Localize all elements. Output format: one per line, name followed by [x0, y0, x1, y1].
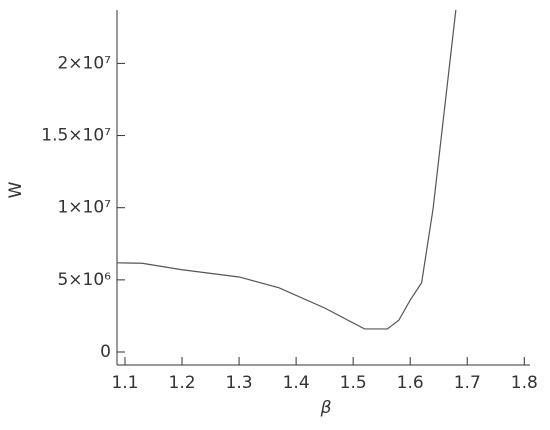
x-tick-label: 1.2 — [169, 373, 196, 393]
x-tick-label: 1.6 — [397, 373, 424, 393]
x-tick-label: 1.3 — [226, 373, 253, 393]
data-line — [116, 9, 457, 330]
x-axis-label: β — [320, 398, 332, 418]
y-tick-label: 1.5×10⁷ — [41, 126, 111, 146]
y-tick-label: 0 — [100, 342, 111, 362]
y-tick-label: 2×10⁷ — [57, 53, 111, 73]
y-axis-label: W — [6, 181, 26, 198]
x-tick-label: 1.5 — [340, 373, 367, 393]
y-tick-label: 5×10⁶ — [57, 270, 111, 290]
x-tick-label: 1.1 — [111, 373, 138, 393]
y-tick-label: 1×10⁷ — [57, 198, 111, 218]
x-tick-label: 1.7 — [454, 373, 481, 393]
x-tick-label: 1.8 — [511, 373, 538, 393]
x-tick-label: 1.4 — [283, 373, 310, 393]
